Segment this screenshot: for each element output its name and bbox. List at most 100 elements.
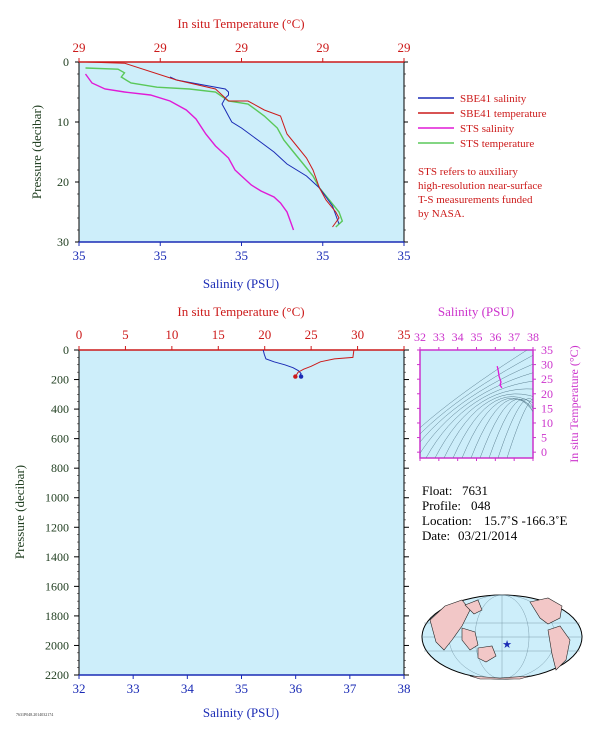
bottom-salinity-tick-label: 32 bbox=[73, 681, 86, 696]
legend-label-sts-salinity: STS salinity bbox=[460, 123, 515, 135]
ts-temperature-tick-label: 30 bbox=[541, 358, 553, 372]
bottom-pressure-tick-label: 2200 bbox=[45, 668, 69, 682]
bottom-pressure-tick-label: 200 bbox=[51, 373, 69, 387]
ts-salinity-tick-label: 34 bbox=[452, 330, 464, 344]
sts-note-line-3: T-S measurements funded bbox=[418, 194, 533, 206]
bottom-salinity-tick-label: 38 bbox=[398, 681, 411, 696]
top-salinity-tick-label: 35 bbox=[398, 248, 411, 263]
ts-density-contour bbox=[434, 388, 533, 458]
ts-density-contour bbox=[420, 350, 528, 429]
bottom-temperature-tick-label: 20 bbox=[258, 327, 271, 342]
bottom-salinity-end-marker bbox=[298, 374, 304, 379]
ts-density-contour bbox=[470, 398, 533, 458]
top-pressure-tick-label: 10 bbox=[57, 115, 69, 129]
legend-label-sbe41-salinity: SBE41 salinity bbox=[460, 93, 527, 105]
bottom-pressure-tick-label: 1200 bbox=[45, 520, 69, 534]
ts-temperature-tick-label: 10 bbox=[541, 416, 553, 430]
bottom-salinity-tick-label: 33 bbox=[127, 681, 140, 696]
float-label: Float: bbox=[422, 483, 452, 498]
bottom-temperature-tick-label: 25 bbox=[305, 327, 318, 342]
top-salinity-tick-label: 35 bbox=[154, 248, 167, 263]
top-series-sts-temperature bbox=[85, 67, 344, 228]
bottom-temperature-tick-label: 0 bbox=[76, 327, 83, 342]
top-salinity-axis-title: Salinity (PSU) bbox=[203, 276, 279, 291]
bottom-pressure-tick-label: 2000 bbox=[45, 638, 69, 652]
bottom-salinity-tick-label: 34 bbox=[181, 681, 195, 696]
legend-label-sbe41-temperature: SBE41 temperature bbox=[460, 108, 547, 120]
ts-density-contours bbox=[420, 350, 533, 458]
ts-salinity-tick-label: 32 bbox=[414, 330, 426, 344]
date-value: 03/21/2014 bbox=[458, 528, 518, 543]
ts-density-contour bbox=[425, 380, 533, 458]
float-info: Float: 7631 Profile: 048 Location: 15.7˚… bbox=[422, 483, 567, 543]
top-temperature-tick-label: 29 bbox=[73, 40, 86, 55]
bottom-salinity-tick-label: 35 bbox=[235, 681, 248, 696]
bottom-series-group bbox=[262, 349, 355, 379]
bottom-pressure-tick-label: 1800 bbox=[45, 609, 69, 623]
bottom-pressure-tick-label: 1600 bbox=[45, 579, 69, 593]
ts-density-contour bbox=[452, 396, 533, 458]
ts-density-contour bbox=[488, 398, 533, 458]
bottom-temperature-axis-title: In situ Temperature (°C) bbox=[177, 304, 304, 319]
ts-density-contour bbox=[420, 363, 533, 443]
ts-salinity-axis-title: Salinity (PSU) bbox=[438, 304, 514, 319]
top-series-sts-salinity bbox=[84, 73, 295, 231]
ts-density-contour bbox=[420, 372, 533, 454]
sts-note-line-1: STS refers to auxiliary bbox=[418, 166, 518, 178]
map-land bbox=[429, 597, 571, 680]
ts-temperature-axis-title: In situ Temperature (°C) bbox=[567, 345, 581, 462]
bottom-salinity-tick-label: 36 bbox=[289, 681, 303, 696]
profile-value: 048 bbox=[471, 498, 491, 513]
ts-plot-area bbox=[419, 349, 534, 459]
bottom-temperature-end-marker bbox=[293, 374, 298, 379]
top-pressure-tick-label: 20 bbox=[57, 175, 69, 189]
bottom-temperature-profile bbox=[294, 349, 355, 377]
sts-note: STS refers to auxiliary high-resolution … bbox=[418, 166, 542, 220]
float-value: 7631 bbox=[462, 483, 488, 498]
ts-temperature-tick-label: 25 bbox=[541, 372, 553, 386]
footer-code: 7631P048.2014032174 bbox=[16, 712, 53, 717]
bottom-temperature-tick-label: 10 bbox=[165, 327, 178, 342]
bottom-pressure-tick-label: 400 bbox=[51, 402, 69, 416]
ts-temperature-tick-label: 35 bbox=[541, 343, 553, 357]
top-salinity-tick-label: 35 bbox=[235, 248, 248, 263]
bottom-chart: 0200400600800100012001400160018002000220… bbox=[12, 304, 411, 720]
bottom-salinity-tick-label: 37 bbox=[343, 681, 357, 696]
ts-profile-curve bbox=[496, 365, 503, 389]
ts-salinity-tick-label: 36 bbox=[489, 330, 501, 344]
ts-temperature-tick-label: 0 bbox=[541, 445, 547, 459]
ts-salinity-tick-label: 35 bbox=[471, 330, 483, 344]
location-label: Location: bbox=[422, 513, 472, 528]
ts-temperature-tick-label: 5 bbox=[541, 431, 547, 445]
bottom-temperature-tick-label: 5 bbox=[122, 327, 129, 342]
bottom-ticks-group: 0200400600800100012001400160018002000220… bbox=[45, 327, 411, 696]
legend-label-sts-temperature: STS temperature bbox=[460, 138, 534, 150]
top-temperature-axis-title: In situ Temperature (°C) bbox=[177, 16, 304, 31]
bottom-pressure-tick-label: 800 bbox=[51, 461, 69, 475]
top-pressure-tick-label: 30 bbox=[57, 235, 69, 249]
top-series-group bbox=[84, 61, 344, 231]
ts-salinity-tick-label: 33 bbox=[433, 330, 445, 344]
float-location-marker: ★ bbox=[502, 639, 512, 651]
top-temperature-tick-label: 29 bbox=[398, 40, 411, 55]
bottom-temperature-tick-label: 30 bbox=[351, 327, 364, 342]
top-series-sbe41-temperature bbox=[85, 61, 340, 228]
top-plot-area bbox=[78, 61, 405, 243]
date-label: Date: bbox=[422, 528, 450, 543]
ts-density-contour bbox=[420, 355, 533, 435]
top-pressure-tick-label: 0 bbox=[63, 55, 69, 69]
top-series-sbe41-salinity bbox=[169, 76, 340, 225]
ts-salinity-tick-label: 38 bbox=[527, 330, 539, 344]
top-temperature-tick-label: 29 bbox=[235, 40, 248, 55]
bottom-plot-area bbox=[78, 349, 405, 676]
ts-temperature-tick-label: 15 bbox=[541, 401, 553, 415]
sts-note-line-4: by NASA. bbox=[418, 208, 465, 220]
top-pressure-axis-title: Pressure (decibar) bbox=[29, 105, 44, 199]
ts-salinity-tick-label: 37 bbox=[508, 330, 520, 344]
profile-label: Profile: bbox=[422, 498, 461, 513]
top-salinity-tick-label: 35 bbox=[73, 248, 86, 263]
top-legend: SBE41 salinity SBE41 temperature STS sal… bbox=[418, 93, 547, 150]
